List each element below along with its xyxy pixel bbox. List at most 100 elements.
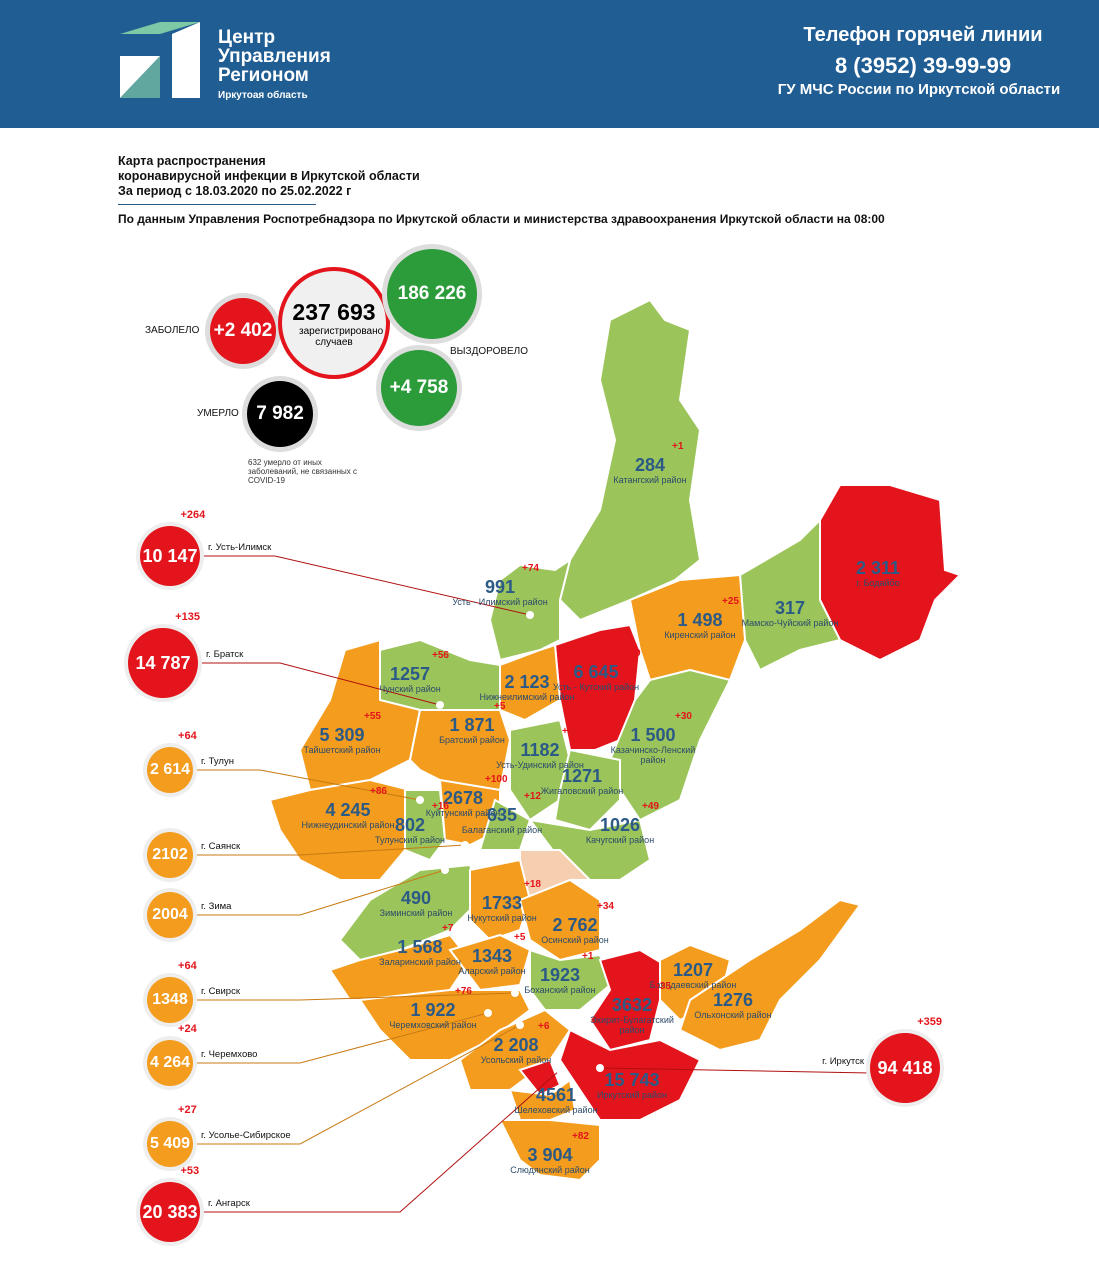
leader-line <box>193 992 516 1001</box>
source: По данным Управления Роспотребнадзора по… <box>118 212 885 226</box>
intro: Карта распространения коронавирусной инфе… <box>118 154 420 199</box>
district-delta: +45 <box>562 726 579 737</box>
district-delta: +6 <box>538 1021 550 1032</box>
logo-region: Иркутоая область <box>218 90 308 101</box>
district-name: Жигаловский район <box>540 786 624 796</box>
district-total: 2 762 <box>552 915 598 935</box>
district-label: 991 Усть - Илимский район <box>445 577 555 607</box>
district-delta: +1 <box>672 441 684 452</box>
district-delta: +16 <box>432 801 449 812</box>
city-delta: +53 <box>180 1165 200 1177</box>
district-label: 4561 Шелеховский район <box>501 1085 611 1115</box>
logo-line: Управления <box>218 46 331 67</box>
header: Центр Управления Регионом Иркутоая область… <box>0 0 1099 128</box>
district-total: 1271 <box>561 766 603 786</box>
district-label: 2 311 г. Бодайбо <box>823 558 933 588</box>
recovered-new: +4 758 <box>389 377 449 398</box>
city-circle: 2102 <box>147 832 193 878</box>
district-total: 5 309 <box>319 725 365 745</box>
leader-line <box>200 555 531 616</box>
district-delta: +86 <box>370 786 387 797</box>
region-shape <box>518 878 601 962</box>
district-total: 1 871 <box>449 715 495 735</box>
city-total: 94 418 <box>877 1057 933 1078</box>
city-name: г. Черемхово <box>201 1049 258 1060</box>
district-total: 635 <box>486 805 518 825</box>
district-label: 1207 Баяндаевский район <box>638 960 748 990</box>
city-circle: 94 418 <box>870 1033 940 1103</box>
city-total: 4 264 <box>149 1054 191 1071</box>
leader-dot <box>526 611 534 619</box>
intro-line: Карта распространения <box>118 154 266 168</box>
district-label: 2678 Куйтунский район <box>408 788 518 818</box>
sick-new: +2 402 <box>213 320 273 341</box>
district-delta: +82 <box>572 1131 589 1142</box>
divider <box>118 204 316 205</box>
district-total: 3632 <box>611 995 653 1015</box>
city-circle: 10 147 <box>140 526 200 586</box>
district-total: 4 245 <box>325 800 371 820</box>
district-label: 1257 Чунский район <box>355 664 465 694</box>
region-shape <box>448 933 532 992</box>
district-delta: +25 <box>722 596 739 607</box>
district-label: 1182 Усть-Удинский район <box>485 740 595 770</box>
region-shape <box>518 1058 562 1097</box>
leader-dot <box>436 701 444 709</box>
leader-line <box>193 1012 489 1064</box>
district-total: 1 500 <box>630 725 676 745</box>
leader-line <box>193 769 421 801</box>
district-delta: +56 <box>432 650 449 661</box>
city-circle: 1348 <box>147 977 193 1023</box>
district-total: 1923 <box>539 965 581 985</box>
leader-line <box>193 844 466 856</box>
district-total: 802 <box>394 815 426 835</box>
region-shape <box>498 1119 601 1182</box>
district-delta: +74 <box>522 563 539 574</box>
leader-line <box>200 1069 561 1213</box>
district-label: 1923 Боханский район <box>505 965 615 995</box>
recovered-new-circle: +4 758 <box>381 350 457 426</box>
district-delta: +18 <box>524 879 541 890</box>
district-name: Мамско-Чуйский район <box>741 618 839 628</box>
district-total: 2678 <box>442 788 484 808</box>
total-caption: зарегистрировано случаев <box>299 325 384 348</box>
region-shape <box>678 898 862 1052</box>
district-name: Чунский район <box>379 684 441 694</box>
logo-line: Регионом <box>218 65 309 86</box>
city-name: г. Иркутск <box>822 1056 864 1067</box>
district-total: 1182 <box>520 740 560 760</box>
district-label: 1343 Аларский район <box>437 946 547 976</box>
district-total: 284 <box>634 455 666 475</box>
district-delta: +383 <box>654 1056 677 1067</box>
district-delta: +30 <box>675 711 692 722</box>
city-name: г. Свирск <box>201 986 240 997</box>
district-delta: +19 <box>900 544 917 555</box>
district-name: Братский район <box>439 735 505 745</box>
city-delta: +24 <box>178 1023 197 1035</box>
logo-line: Центр <box>218 27 276 48</box>
leader-dot <box>596 1064 604 1072</box>
leader-line <box>193 1024 521 1145</box>
district-name: Заларинский район <box>379 957 461 967</box>
intro-line: коронавирусной инфекции в Иркутской обла… <box>118 169 420 183</box>
district-total: 1 922 <box>410 1000 456 1020</box>
city-delta: +264 <box>180 509 206 521</box>
district-name: Эхирит-Булагатский район <box>590 1015 674 1035</box>
district-delta: +12 <box>524 791 541 802</box>
logo-text: Центр Управления Регионом <box>218 28 331 85</box>
city-total: 20 383 <box>142 1201 198 1222</box>
city-delta: +64 <box>178 730 197 742</box>
district-delta: +35 <box>654 981 671 992</box>
died-circle: 7 982 <box>247 381 313 447</box>
intro-line: За период с 18.03.2020 по 25.02.2022 г <box>118 184 352 198</box>
district-name: Тайшетский район <box>303 745 381 755</box>
city-total: 5 409 <box>149 1135 191 1152</box>
region-shape <box>404 789 447 862</box>
recovered-label: ВЫЗДОРОВЕЛО <box>450 346 529 357</box>
region-shape <box>469 858 532 942</box>
region-shape <box>558 1028 702 1121</box>
district-label: 1 871 Братский район <box>417 715 527 745</box>
district-name: Боханский район <box>524 985 596 995</box>
